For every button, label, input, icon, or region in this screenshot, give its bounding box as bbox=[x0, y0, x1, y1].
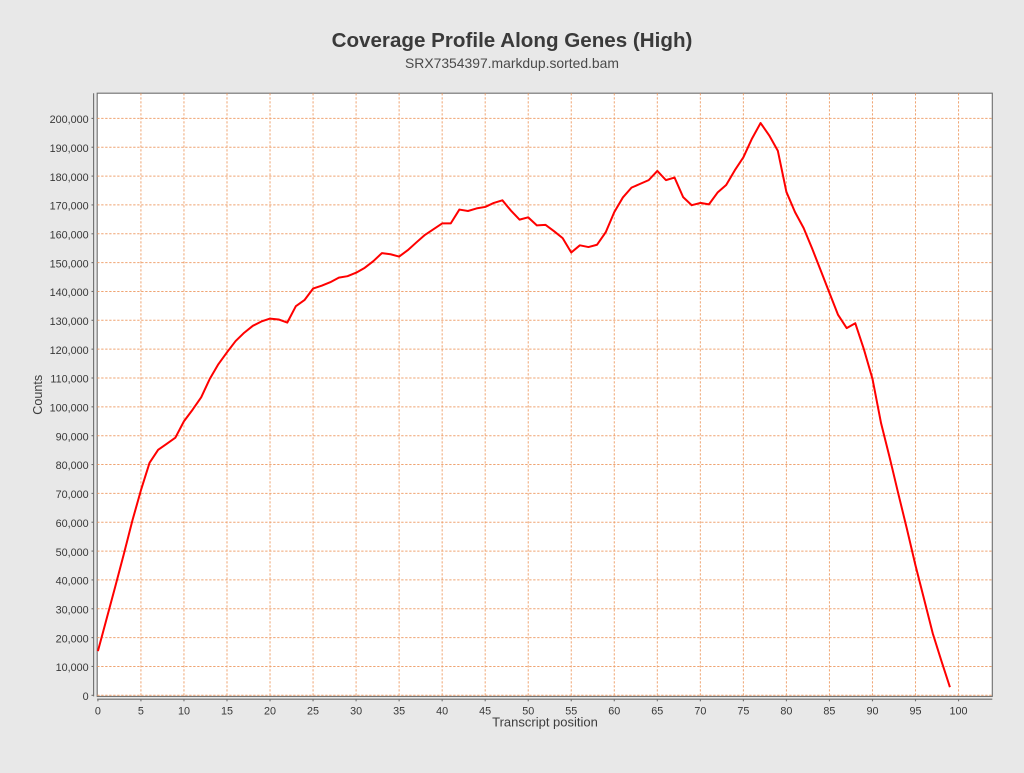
svg-text:85: 85 bbox=[823, 705, 835, 717]
svg-text:45: 45 bbox=[479, 705, 491, 717]
svg-text:Counts: Counts bbox=[31, 375, 45, 415]
svg-text:80: 80 bbox=[780, 705, 792, 717]
svg-text:130,000: 130,000 bbox=[50, 316, 89, 328]
svg-text:0: 0 bbox=[83, 691, 89, 703]
svg-text:5: 5 bbox=[138, 705, 144, 717]
svg-text:190,000: 190,000 bbox=[50, 143, 89, 155]
svg-text:Coverage Profile Along Genes (: Coverage Profile Along Genes (High) bbox=[332, 29, 693, 52]
svg-text:140,000: 140,000 bbox=[50, 287, 89, 299]
svg-text:60: 60 bbox=[608, 705, 620, 717]
svg-text:100,000: 100,000 bbox=[50, 403, 89, 415]
svg-text:20: 20 bbox=[264, 705, 276, 717]
svg-text:30: 30 bbox=[350, 705, 362, 717]
svg-text:35: 35 bbox=[393, 705, 405, 717]
svg-text:95: 95 bbox=[910, 705, 922, 717]
svg-text:50,000: 50,000 bbox=[56, 547, 89, 559]
svg-text:120,000: 120,000 bbox=[50, 345, 89, 357]
svg-text:Transcript position: Transcript position bbox=[492, 715, 598, 730]
svg-text:90,000: 90,000 bbox=[56, 431, 89, 443]
svg-text:170,000: 170,000 bbox=[50, 201, 89, 213]
svg-text:55: 55 bbox=[565, 705, 577, 717]
svg-text:110,000: 110,000 bbox=[50, 374, 88, 386]
svg-text:150,000: 150,000 bbox=[50, 258, 89, 270]
svg-text:40: 40 bbox=[436, 705, 448, 717]
svg-text:70,000: 70,000 bbox=[56, 489, 89, 501]
svg-text:30,000: 30,000 bbox=[56, 604, 89, 616]
svg-text:200,000: 200,000 bbox=[50, 114, 89, 126]
svg-text:70: 70 bbox=[694, 705, 706, 717]
svg-text:25: 25 bbox=[307, 705, 319, 717]
svg-text:20,000: 20,000 bbox=[56, 633, 89, 645]
svg-text:15: 15 bbox=[221, 705, 233, 717]
svg-text:40,000: 40,000 bbox=[56, 576, 89, 588]
svg-text:75: 75 bbox=[737, 705, 749, 717]
svg-text:50: 50 bbox=[522, 705, 534, 717]
svg-text:SRX7354397.markdup.sorted.bam: SRX7354397.markdup.sorted.bam bbox=[405, 55, 619, 71]
svg-text:160,000: 160,000 bbox=[50, 229, 89, 241]
svg-text:65: 65 bbox=[651, 705, 663, 717]
svg-text:100: 100 bbox=[950, 705, 968, 717]
svg-text:80,000: 80,000 bbox=[56, 460, 89, 472]
svg-text:180,000: 180,000 bbox=[50, 172, 89, 184]
svg-text:10: 10 bbox=[178, 705, 190, 717]
svg-text:0: 0 bbox=[95, 705, 101, 717]
svg-text:10,000: 10,000 bbox=[56, 662, 89, 674]
svg-text:90: 90 bbox=[866, 705, 878, 717]
svg-text:60,000: 60,000 bbox=[56, 518, 89, 530]
